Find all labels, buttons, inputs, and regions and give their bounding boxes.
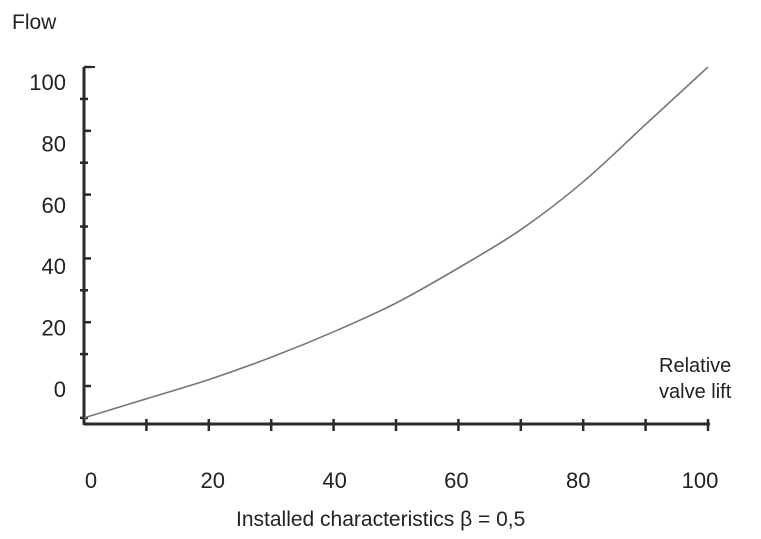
x-tick-label-80: 80 xyxy=(566,468,590,493)
series-group xyxy=(83,66,709,419)
y-tick-label-60: 60 xyxy=(42,193,66,218)
x-tick-label-100: 100 xyxy=(682,468,719,493)
x-tick-label-0: 0 xyxy=(85,468,97,493)
y-tick-label-0: 0 xyxy=(54,377,66,402)
y-tick-label-80: 80 xyxy=(42,131,66,156)
x-tick-label-20: 20 xyxy=(201,468,225,493)
y-major-ticks xyxy=(84,65,91,388)
y-tick-label-20: 20 xyxy=(42,316,66,341)
y-tick-label-100: 100 xyxy=(29,70,66,95)
y-tick-label-40: 40 xyxy=(42,254,66,279)
x-tick-labels: 0 20 40 60 80 100 xyxy=(85,468,718,493)
chart-caption: Installed characteristics β = 0,5 xyxy=(236,508,525,531)
y-tick-labels: 0 20 40 60 80 100 xyxy=(29,70,66,402)
x-tick-label-40: 40 xyxy=(322,468,346,493)
x-ticks xyxy=(145,419,710,431)
x-axis-title-line-2: valve lift xyxy=(659,381,732,403)
x-tick-label-60: 60 xyxy=(444,468,468,493)
y-axis-title: Flow xyxy=(12,11,57,34)
series-line-0 xyxy=(83,66,709,419)
x-axis-title-line-1: Relative xyxy=(659,355,731,377)
